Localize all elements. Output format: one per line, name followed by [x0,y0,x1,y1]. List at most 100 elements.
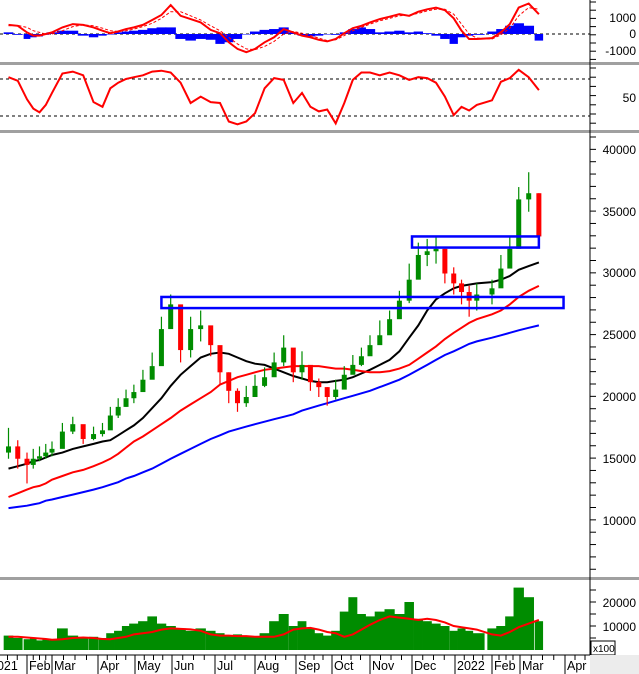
macd-histogram-bar [314,34,324,36]
separator-price-volume[interactable] [0,577,639,580]
candle-body [333,389,339,397]
macd-histogram-bar [404,32,415,34]
macd-histogram-bar [468,34,485,35]
month-label: Apr [100,659,119,673]
candle-body [406,279,412,301]
macd-histogram-bar [440,34,450,39]
volume-bar [278,614,289,650]
macd-histogram-bar [185,34,196,41]
candle-body [15,446,21,459]
candle-body [198,325,204,330]
volume-bar [147,616,158,650]
macd-histogram-bar [195,34,206,39]
volume-bar [23,639,31,650]
month-label: Oct [334,659,354,673]
macd-histogram-bar [269,29,280,34]
candle-body [243,397,249,404]
macd-histogram-bar [165,27,176,34]
volume-bar [331,630,341,650]
macd-tick-label: -1000 [605,44,636,58]
macd-panel [3,2,544,54]
support-resistance-zone-2 [160,295,565,310]
volume-bar [175,628,186,650]
candle-body [290,347,296,373]
candle-body [80,424,86,439]
macd-histogram-bar [364,29,376,34]
volume-bar [88,636,99,650]
candle-body [70,424,76,432]
macd-histogram-bar [513,23,524,34]
candle-body [459,283,465,293]
volume-bar [121,626,131,650]
volume-bar [487,628,497,650]
macd-histogram-bar [249,31,261,34]
price-tick-label: 25000 [603,328,637,342]
candle-body [526,193,532,200]
volume-bar [46,640,58,650]
macd-histogram-bar [3,32,14,34]
volume-bar [356,614,366,650]
volume-bar [384,609,395,650]
candle-body [350,364,356,375]
volume-bar [29,638,37,650]
volume-bar [12,638,23,650]
candle-body [516,199,522,249]
volume-bar [348,597,358,650]
candle-body [442,248,448,274]
volume-ma-line [8,615,540,641]
month-label: Mar [54,659,76,673]
month-label: Feb [494,659,516,673]
volume-bar [250,636,260,650]
volume-bar [364,616,376,650]
price-tick-label: 30000 [603,266,637,280]
candle-body [498,268,504,289]
volume-bar [42,639,50,650]
macd-histogram-bar [356,27,366,34]
macd-histogram-bar [12,34,23,35]
candle-body [424,251,430,255]
candle-body [316,382,322,388]
macd-histogram-bar [138,29,148,34]
candle-body [107,415,113,431]
candle-body [433,248,439,252]
candle-body [507,248,513,269]
macd-histogram-bar [384,31,395,34]
macd-histogram-bar [431,34,441,36]
candle-body [6,446,11,453]
macd-histogram-bar [23,34,31,39]
macd-histogram-bar [114,32,123,34]
macd-histogram-bar [205,34,216,40]
candle-body [99,430,105,435]
candle-body [37,456,42,459]
volume-bar [259,633,270,650]
volume-bar [114,630,123,650]
macd-histogram-bar [348,29,358,34]
macd-histogram-bar [534,34,544,41]
volume-bar [422,621,432,650]
candle-body [123,398,129,407]
volume-bar [374,611,385,650]
price-tick-label: 15000 [603,452,637,466]
macd-histogram-bar [394,30,405,34]
macd-histogram-bar [523,25,535,34]
volume-unit-label: x100 [593,644,615,655]
axis-corner [590,655,639,674]
macd-histogram-bar [422,33,432,34]
volume-bar [129,623,139,650]
candle-body [59,431,65,449]
separator-macd-rsi[interactable] [0,62,639,65]
macd-histogram-bar [67,30,79,34]
month-label: Aug [257,659,279,673]
month-label: Feb [29,659,51,673]
rsi-panel [8,68,540,126]
candle-body [43,452,49,457]
macd-histogram-bar [156,27,167,34]
volume-bar [269,621,280,650]
volume-panel [3,587,544,650]
pane-separators [0,62,639,580]
volume-bar [195,628,206,650]
separator-rsi-price[interactable] [0,130,639,133]
candle-body [217,345,223,373]
